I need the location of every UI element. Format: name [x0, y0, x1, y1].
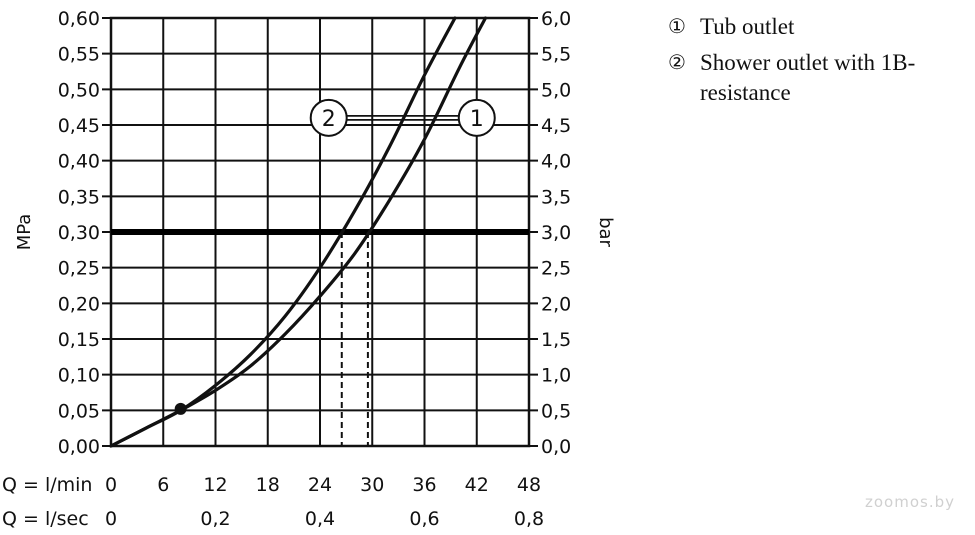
- y-tick-label-left: 0,40: [58, 151, 100, 173]
- y-axis-label-mpa: MPa: [14, 214, 35, 251]
- y-tick-label-left: 0,60: [58, 8, 100, 30]
- y-tick-label-left: 0,25: [58, 258, 100, 280]
- x-tick-label-lmin: 30: [360, 474, 384, 496]
- legend-text-tub: Tub outlet: [700, 14, 795, 39]
- y-tick-label-right: 6,0: [541, 8, 571, 30]
- legend-text-shower: Shower outlet with 1B-resistance: [700, 50, 916, 105]
- curve-series-2: [109, 16, 457, 448]
- legend-mark-2: ②: [668, 52, 686, 74]
- x-tick-label-lsec: 0,8: [514, 508, 544, 530]
- reference-lines: [111, 229, 529, 446]
- y-tick-label-left: 0,50: [58, 79, 100, 101]
- curve-label-text-1: 1: [470, 107, 484, 132]
- y-tick-label-right: 2,5: [541, 258, 571, 280]
- x-tick-label-lmin: 24: [308, 474, 332, 496]
- curves: 12: [109, 16, 496, 448]
- legend-item-tub: ① Tub outlet: [668, 12, 970, 42]
- x-tick-label-lmin: 0: [105, 474, 117, 496]
- x-tick-label-lmin: 12: [203, 474, 227, 496]
- y-tick-label-right: 0,0: [541, 436, 571, 458]
- y-tick-label-right: 4,0: [541, 151, 571, 173]
- legend-item-shower: ② Shower outlet with 1B-resistance: [668, 48, 970, 108]
- x-tick-label-lmin: 18: [256, 474, 280, 496]
- y-tick-label-right: 5,0: [541, 79, 571, 101]
- flow-pressure-chart: 12 0 6 12 18 24 30 36 42 480,00 0,00,05 0,50,10 1,0…: [2, 8, 616, 530]
- x-tick-label-lsec: 0,4: [305, 508, 335, 530]
- y-tick-label-right: 1,5: [541, 329, 571, 351]
- grid-lines: [102, 16, 538, 448]
- x-tick-label-lmin: 36: [412, 474, 436, 496]
- x-tick-label-lsec: 0,2: [200, 508, 230, 530]
- y-tick-label-left: 0,15: [58, 329, 100, 351]
- y-tick-label-right: 4,5: [541, 115, 571, 137]
- x-tick-label-lsec: 0: [105, 508, 117, 530]
- curve-label-text-2: 2: [322, 107, 336, 132]
- y-tick-label-left: 0,00: [58, 436, 100, 458]
- y-tick-label-right: 3,5: [541, 186, 571, 208]
- tick-labels: 0 6 12 18 24 30 36 42 480,00 0,00,05 0,50,10 1,00,1…: [58, 8, 572, 530]
- y-tick-label-left: 0,35: [58, 186, 100, 208]
- y-tick-label-left: 0,55: [58, 44, 100, 66]
- x-tick-label-lsec: 0,6: [409, 508, 439, 530]
- y-tick-label-left: 0,05: [58, 400, 100, 422]
- curve-label-circle-2: [309, 98, 348, 137]
- y-tick-label-right: 3,0: [541, 222, 571, 244]
- watermark: zoomos.by: [865, 493, 955, 511]
- marker-point: [174, 402, 187, 415]
- y-tick-label-right: 5,5: [541, 44, 571, 66]
- y-tick-label-left: 0,30: [58, 222, 100, 244]
- y-tick-label-left: 0,45: [58, 115, 100, 137]
- x-tick-label-lmin: 42: [465, 474, 489, 496]
- legend-mark-1: ①: [668, 16, 686, 38]
- y-tick-label-right: 2,0: [541, 293, 571, 315]
- x-axis-label-lsec: Q = l/sec: [2, 508, 89, 530]
- x-axis-label-lmin: Q = l/min: [2, 474, 92, 496]
- y-tick-label-left: 0,20: [58, 293, 100, 315]
- y-tick-label-right: 0,5: [541, 400, 571, 422]
- y-axis-label-bar: bar: [595, 217, 616, 247]
- x-tick-label-lmin: 48: [517, 474, 541, 496]
- curve-label-circle-1: [457, 98, 496, 137]
- x-tick-label-lmin: 6: [157, 474, 169, 496]
- y-tick-label-left: 0,10: [58, 365, 100, 387]
- legend: ① Tub outlet ② Shower outlet with 1B-res…: [668, 12, 970, 114]
- y-tick-label-right: 1,0: [541, 365, 571, 387]
